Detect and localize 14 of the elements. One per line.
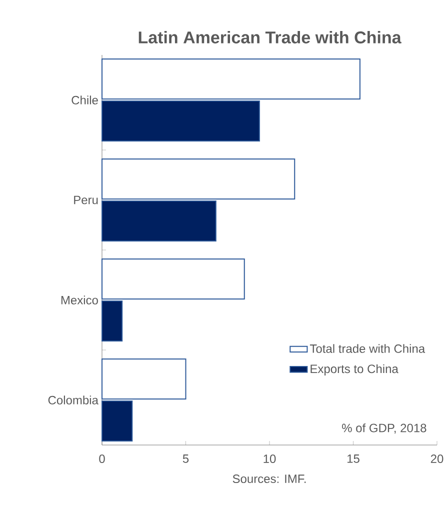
- x-tick-label: 0: [99, 454, 105, 464]
- legend-label: Total trade with China: [310, 344, 426, 353]
- y-tick-label: Mexico: [61, 296, 98, 304]
- x-tick-label: 20: [430, 454, 444, 464]
- chart-title: Latin American Trade with China: [138, 30, 402, 44]
- y-tick-label: Chile: [72, 96, 98, 104]
- y-tick-label: Peru: [74, 196, 98, 204]
- source-note: Sources: IMF.: [232, 474, 306, 484]
- x-tick-label: 10: [264, 454, 276, 464]
- annotation: % of GDP, 2018: [342, 423, 426, 434]
- x-tick-label: 15: [347, 454, 360, 463]
- y-tick-label: Colombia: [48, 396, 98, 404]
- x-tick-label: 5: [182, 454, 189, 463]
- legend-label: Exports to China: [310, 364, 398, 376]
